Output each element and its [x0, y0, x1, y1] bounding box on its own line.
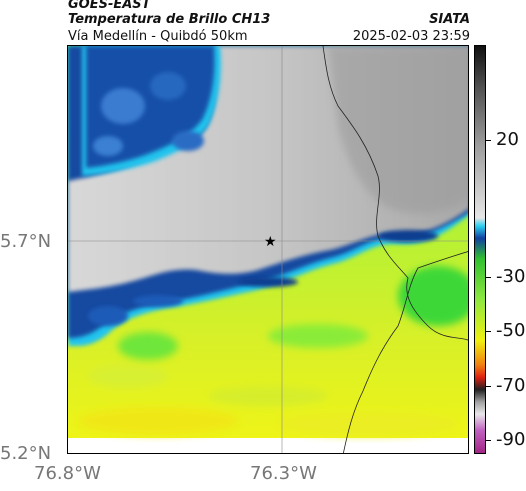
lon-label-76-3: 76.3°W — [250, 463, 317, 484]
lat-label-5-2: 5.2°N — [0, 443, 52, 464]
colorbar-label: -70 — [496, 375, 526, 396]
header-product-title: Temperatura de Brillo CH13 — [68, 12, 271, 27]
header-organization: SIATA — [429, 12, 470, 27]
white-bottom-strip — [68, 438, 468, 453]
header-datetime: 2025-02-03 23:59 — [352, 29, 470, 44]
cloud-blue-texture — [93, 72, 204, 156]
lon-label-76-8: 76.8°W — [34, 463, 101, 484]
cloud-band-texture — [88, 230, 438, 326]
municipal-border — [343, 251, 468, 453]
star-icon: ★ — [264, 234, 277, 250]
colorbar-label: 20 — [496, 129, 519, 150]
header-route: Vía Medellín - Quibdó 50km — [68, 29, 248, 44]
map-image: ★ — [68, 46, 468, 453]
colorbar-tick — [486, 386, 491, 387]
colorbar — [474, 45, 486, 454]
colorbar-gradient — [475, 46, 485, 453]
colorbar-label: -90 — [496, 429, 526, 450]
department-border — [322, 46, 468, 341]
colorbar-tick — [486, 277, 491, 278]
cloud-darkgray-east — [328, 46, 468, 214]
lat-label-5-7: 5.7°N — [0, 231, 52, 252]
warm-yellow-patches — [78, 364, 458, 436]
colorbar-tick — [486, 331, 491, 332]
map-panel[interactable]: ★ — [67, 45, 469, 454]
colorbar-label: -50 — [496, 320, 526, 341]
colorbar-tick — [486, 440, 491, 441]
header-satellite: GOES-EAST — [68, 0, 151, 12]
colorbar-tick — [486, 140, 491, 141]
colorbar-label: -30 — [496, 266, 526, 287]
